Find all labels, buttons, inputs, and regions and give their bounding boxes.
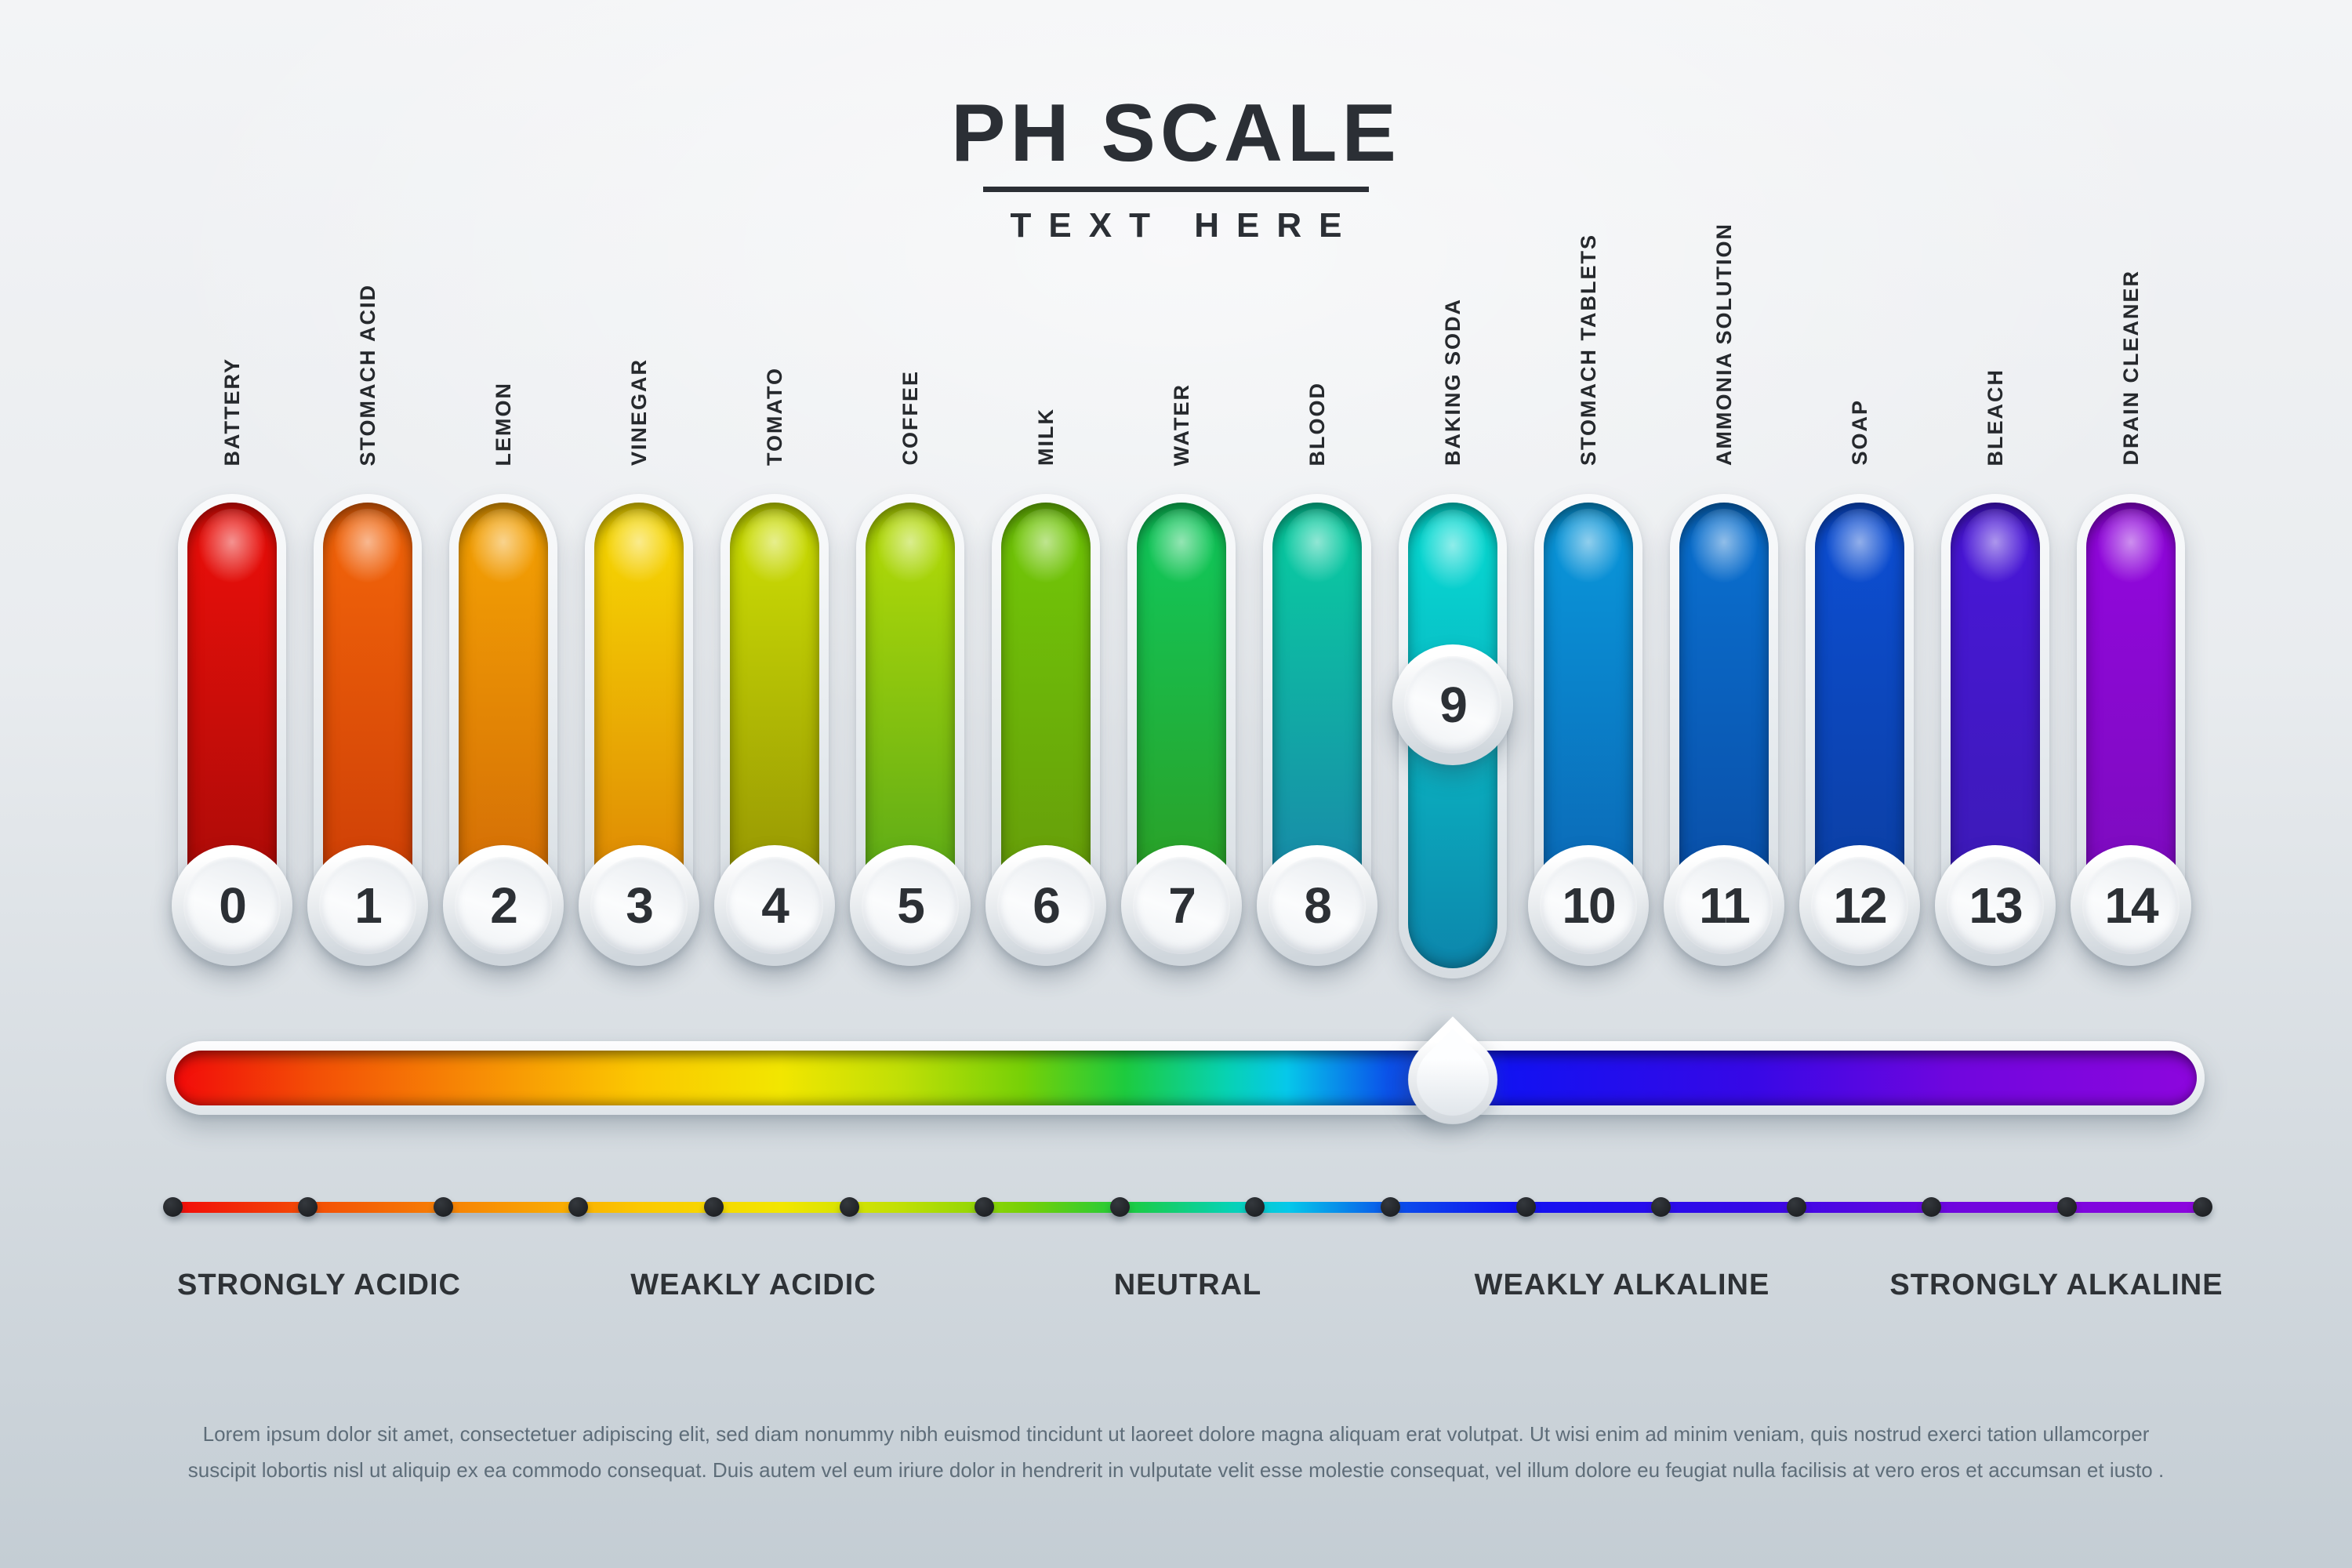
- ph-bar: LEMON 2: [443, 0, 564, 1019]
- rainbow-slider-track[interactable]: [166, 1041, 2205, 1115]
- ph-bar: STOMACH TABLETS 10: [1528, 0, 1649, 1019]
- ph-bar-number: 0: [219, 877, 247, 934]
- ph-bar-number: 12: [1833, 877, 1887, 934]
- ph-number-badge: 1: [307, 845, 428, 966]
- ph-number-badge-inner: 12: [1811, 857, 1908, 954]
- ph-number-badge: 7: [1121, 845, 1242, 966]
- ph-bar-number: 1: [354, 877, 383, 934]
- title-underline: [983, 187, 1369, 192]
- page-title: PH SCALE: [951, 88, 1401, 179]
- axis-dot: [1922, 1197, 1942, 1217]
- ph-number-badge: 3: [579, 845, 699, 966]
- axis-dot: [1515, 1197, 1536, 1217]
- ph-bar-number: 2: [490, 877, 518, 934]
- ph-bar: DRAIN CLEANER 14: [2071, 0, 2191, 1019]
- ph-bar-number: 4: [761, 877, 789, 934]
- zone-label: STRONGLY ALKALINE: [1889, 1269, 2223, 1301]
- ph-number-badge-inner: 5: [862, 857, 959, 954]
- ph-number-badge: 14: [2071, 845, 2191, 966]
- ph-number-badge: 4: [714, 845, 835, 966]
- ph-bar: COFFEE 5: [850, 0, 971, 1019]
- zone-label: WEAKLY ACIDIC: [630, 1269, 877, 1301]
- ph-number-badge: 5: [850, 845, 971, 966]
- ph-bar-number: 10: [1562, 877, 1616, 934]
- ph-bar: BLEACH 13: [1935, 0, 2056, 1019]
- ph-number-badge: 11: [1664, 845, 1784, 966]
- ph-bar: MILK 6: [985, 0, 1106, 1019]
- ph-number-badge-inner: 3: [590, 857, 688, 954]
- ph-bar: WATER 7: [1121, 0, 1242, 1019]
- axis-dot: [433, 1197, 453, 1217]
- ph-bar-number: 13: [1969, 877, 2023, 934]
- axis-dot: [1651, 1197, 1671, 1217]
- zone-label: WEAKLY ALKALINE: [1474, 1269, 1770, 1301]
- ph-number-badge: 8: [1257, 845, 1377, 966]
- axis-dot: [2056, 1197, 2077, 1217]
- rainbow-gradient-fill: [174, 1051, 2197, 1105]
- axis-dot: [2192, 1197, 2212, 1217]
- ph-number-badge: 12: [1799, 845, 1920, 966]
- ph-number-badge: 6: [985, 845, 1106, 966]
- ph-bar: SOAP 12: [1799, 0, 1920, 1019]
- axis-dot: [839, 1197, 859, 1217]
- ph-number-badge-inner: 14: [2082, 857, 2180, 954]
- ph-bar-number: 8: [1304, 877, 1332, 934]
- header: PH SCALE TEXT HERE: [0, 93, 2352, 245]
- ph-number-badge: 2: [443, 845, 564, 966]
- ph-bar: BLOOD 8: [1257, 0, 1377, 1019]
- axis-dot: [298, 1197, 318, 1217]
- ph-bar: VINEGAR 3: [579, 0, 699, 1019]
- axis-dot: [1786, 1197, 1806, 1217]
- description-paragraph: Lorem ipsum dolor sit amet, consectetuer…: [0, 1416, 2352, 1488]
- ph-number-badge: 13: [1935, 845, 2056, 966]
- ph-bar-number: 3: [626, 877, 654, 934]
- ph-number-badge-inner: 8: [1269, 857, 1366, 954]
- ph-bar-number: 6: [1033, 877, 1061, 934]
- description-line: Lorem ipsum dolor sit amet, consectetuer…: [202, 1422, 2150, 1446]
- ph-bar-number: 5: [897, 877, 925, 934]
- ph-number-badge-inner: 9: [1404, 656, 1501, 753]
- ph-number-badge-inner: 6: [997, 857, 1094, 954]
- ph-number-badge-inner: 7: [1133, 857, 1230, 954]
- axis-dot: [1380, 1197, 1400, 1217]
- axis-dot: [703, 1197, 724, 1217]
- axis-dot: [975, 1197, 995, 1217]
- ph-number-badge: 9: [1392, 644, 1513, 765]
- ph-bar-number: 11: [1699, 877, 1751, 934]
- ph-number-badge: 0: [172, 845, 292, 966]
- ph-bar-capsule: [1127, 494, 1236, 945]
- ph-number-badge-inner: 1: [319, 857, 416, 954]
- ph-bar: AMMONIA SOLUTION 11: [1664, 0, 1784, 1019]
- ph-bar-number: 7: [1168, 877, 1196, 934]
- ph-number-badge-inner: 13: [1947, 857, 2044, 954]
- ph-number-badge-inner: 2: [455, 857, 552, 954]
- ph-axis-line: [172, 1202, 2202, 1213]
- ph-bar: BAKING SODA 9: [1392, 0, 1513, 1019]
- page-subtitle: TEXT HERE: [1010, 206, 1359, 245]
- ph-number-badge-inner: 4: [726, 857, 823, 954]
- description-line: suscipit lobortis nisl ut aliquip ex ea …: [187, 1458, 2165, 1482]
- axis-dot: [162, 1197, 183, 1217]
- axis-dot: [1109, 1197, 1130, 1217]
- zone-labels-row: STRONGLY ACIDIC WEAKLY ACIDIC NEUTRAL WEAKL…: [102, 1269, 2274, 1302]
- ph-number-badge-inner: 11: [1675, 857, 1773, 954]
- ph-bar: TOMATO 4: [714, 0, 835, 1019]
- ph-number-badge-inner: 0: [183, 857, 281, 954]
- ph-bar: STOMACH ACID 1: [307, 0, 428, 1019]
- ph-bar-number: 9: [1439, 677, 1468, 733]
- ph-bar: BATTERY 0: [172, 0, 292, 1019]
- ph-number-badge: 10: [1528, 845, 1649, 966]
- zone-label: STRONGLY ACIDIC: [177, 1269, 461, 1301]
- axis-dot: [1245, 1197, 1265, 1217]
- zone-label: NEUTRAL: [1113, 1269, 1262, 1301]
- ph-bar-number: 14: [2104, 877, 2158, 934]
- ph-number-badge-inner: 10: [1540, 857, 1637, 954]
- axis-dot: [568, 1197, 589, 1217]
